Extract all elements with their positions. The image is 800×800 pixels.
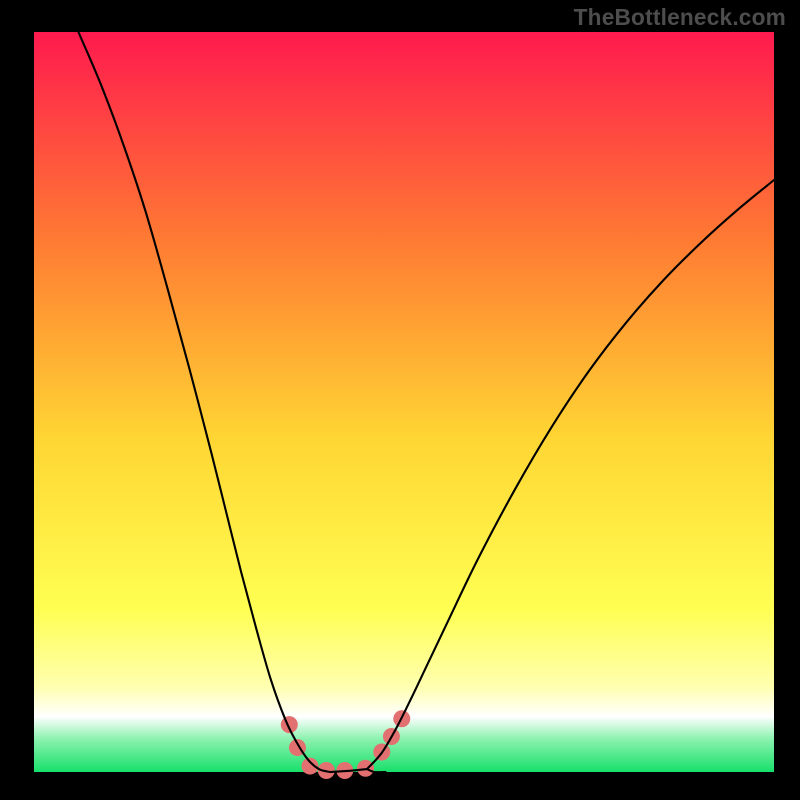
watermark-text: TheBottleneck.com [574, 4, 786, 31]
bottleneck-curve-chart [0, 0, 800, 800]
chart-frame: TheBottleneck.com [0, 0, 800, 800]
gradient-plot-background [34, 32, 774, 772]
